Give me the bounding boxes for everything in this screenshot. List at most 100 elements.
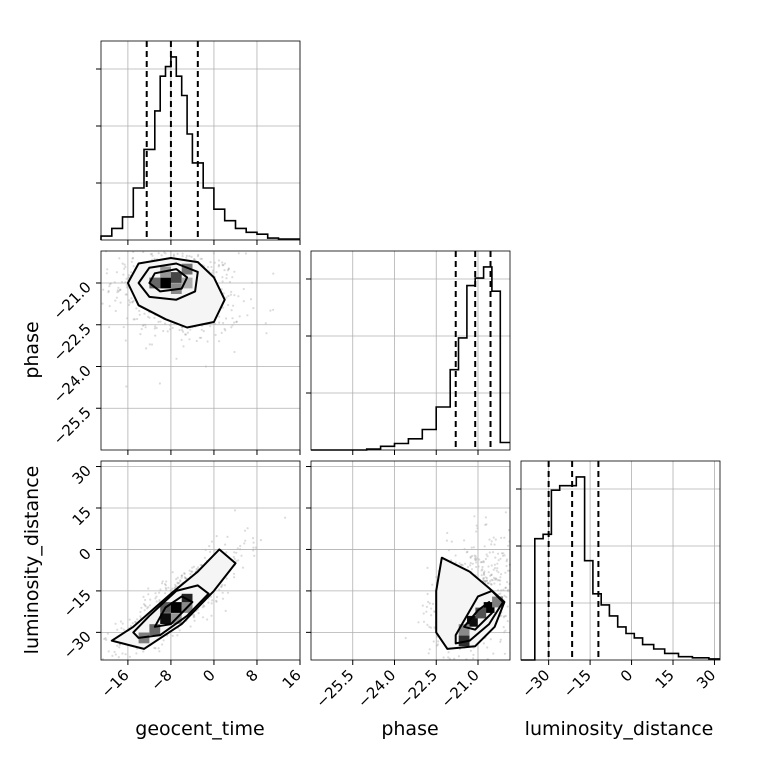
sample-point (480, 574, 483, 577)
sample-point (206, 618, 209, 621)
sample-point (218, 588, 221, 591)
sample-point (447, 656, 450, 659)
y-tick-label-phase: −22.5 (50, 320, 95, 365)
y-tick-label-luminosity-distance: 30 (69, 462, 95, 488)
sample-point (425, 605, 428, 609)
sample-point (492, 576, 496, 580)
sample-point (491, 579, 494, 582)
sample-point (503, 594, 506, 598)
sample-point (159, 588, 162, 591)
sample-point (404, 636, 407, 640)
sample-point (236, 547, 239, 550)
sample-point (209, 550, 212, 554)
sample-point (265, 332, 268, 335)
density-cell (149, 624, 161, 635)
sample-point (431, 602, 435, 606)
sample-point (200, 328, 203, 331)
sample-point (432, 640, 435, 643)
sample-point (180, 574, 183, 577)
sample-point (426, 623, 429, 627)
sample-point (192, 616, 195, 619)
x-tick-label-luminosity-distance: −15 (560, 666, 595, 701)
sample-point (125, 283, 128, 286)
sample-point (193, 258, 196, 261)
y-tick-label-phase: −21.0 (50, 278, 95, 323)
sample-point (237, 295, 240, 298)
sample-point (180, 338, 183, 341)
sample-point (130, 260, 133, 263)
sample-point (499, 579, 502, 582)
sample-point (480, 569, 483, 572)
sample-point (489, 638, 492, 641)
sample-point (475, 557, 478, 560)
hist-panel-luminosity-distance-frame (520, 460, 721, 661)
sample-point (491, 551, 495, 554)
sample-point (484, 576, 487, 579)
sample-point (235, 551, 238, 554)
sample-point (454, 561, 457, 564)
sample-point (480, 561, 484, 564)
sample-point (244, 539, 247, 542)
sample-point (132, 256, 135, 260)
sample-point (494, 577, 497, 580)
sample-point (210, 614, 213, 617)
sample-point (230, 326, 233, 329)
sample-point (115, 296, 118, 299)
sample-point (138, 309, 141, 312)
sample-point (478, 558, 481, 561)
sample-point (448, 657, 451, 660)
sample-point (140, 606, 143, 609)
sample-point (272, 272, 275, 275)
sample-point (505, 595, 508, 599)
sample-point (506, 558, 509, 561)
sample-point (149, 253, 152, 256)
sample-point (433, 610, 436, 613)
sample-point (128, 655, 131, 658)
sample-point (142, 603, 146, 606)
sample-point (232, 555, 235, 559)
sample-point (113, 650, 116, 654)
sample-point (192, 565, 196, 568)
density-cell (149, 277, 161, 289)
sample-point (246, 314, 249, 317)
sample-point (185, 256, 188, 259)
sample-point (490, 578, 493, 581)
sample-point (142, 595, 145, 599)
sample-point (181, 255, 184, 258)
sample-point (209, 325, 212, 328)
sample-point (197, 566, 200, 569)
sample-point (482, 572, 485, 575)
sample-point (176, 582, 179, 585)
sample-point (226, 269, 229, 272)
sample-point (464, 562, 467, 565)
panel-frames-layer (100, 40, 721, 661)
sample-point (224, 609, 227, 613)
sample-point (233, 557, 236, 561)
sample-point (158, 598, 161, 602)
sample-point (490, 543, 493, 546)
sample-point (203, 556, 206, 560)
sample-point (246, 527, 249, 530)
sample-point (427, 652, 430, 655)
sample-point (252, 307, 255, 310)
sample-point (482, 560, 485, 563)
sample-point (105, 638, 108, 642)
sample-point (117, 656, 120, 659)
x-tick-label-phase: −22.5 (396, 666, 441, 711)
sample-point (154, 592, 157, 595)
sample-point (131, 622, 134, 625)
sample-point (431, 583, 434, 586)
sample-point (153, 646, 156, 650)
contour-level-3 (463, 601, 493, 631)
sample-point (484, 516, 487, 519)
density-cell (181, 277, 193, 289)
sample-point (151, 254, 154, 257)
sample-point (450, 540, 453, 543)
sample-point (121, 652, 124, 655)
sample-point (479, 561, 482, 564)
sample-point (199, 564, 202, 567)
sample-point (485, 579, 488, 583)
sample-point (188, 338, 191, 341)
sample-point (207, 601, 210, 604)
